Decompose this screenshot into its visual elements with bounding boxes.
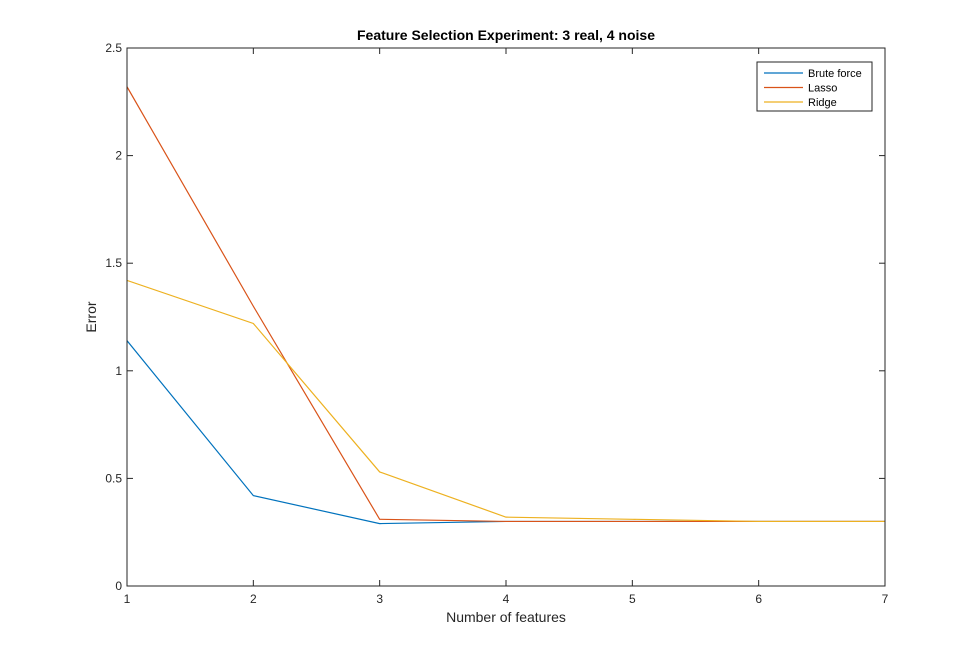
x-tick-label: 1: [124, 592, 131, 606]
x-tick-label: 6: [755, 592, 762, 606]
y-tick-label: 2: [115, 149, 122, 163]
y-axis-label: Error: [83, 301, 99, 332]
x-ticks: 1 2 3 4 5 6 7: [124, 48, 889, 606]
x-tick-label: 3: [376, 592, 383, 606]
y-tick-label: 0: [115, 579, 122, 593]
y-tick-label: 2.5: [105, 41, 122, 55]
legend-label-lasso: Lasso: [808, 83, 837, 95]
y-tick-label: 1: [115, 364, 122, 378]
chart-title: Feature Selection Experiment: 3 real, 4 …: [357, 27, 655, 43]
legend: Brute force Lasso Ridge: [756, 61, 873, 112]
y-tick-label: 1.5: [105, 256, 122, 270]
x-tick-label: 5: [629, 592, 636, 606]
series-layer: [126, 86, 885, 525]
plot-area: [127, 48, 885, 586]
x-axis-label: Number of features: [446, 609, 566, 625]
x-tick-label: 7: [882, 592, 889, 606]
x-tick-label: 4: [503, 592, 510, 606]
x-tick-label: 2: [250, 592, 257, 606]
legend-label-brute-force: Brute force: [808, 68, 862, 80]
y-ticks: 0 0.5 1 1.5 2 2.5: [105, 41, 885, 593]
y-tick-label: 0.5: [105, 471, 122, 485]
series-line-ridge: [126, 279, 885, 523]
legend-box: [756, 61, 873, 112]
legend-label-ridge: Ridge: [808, 97, 837, 109]
